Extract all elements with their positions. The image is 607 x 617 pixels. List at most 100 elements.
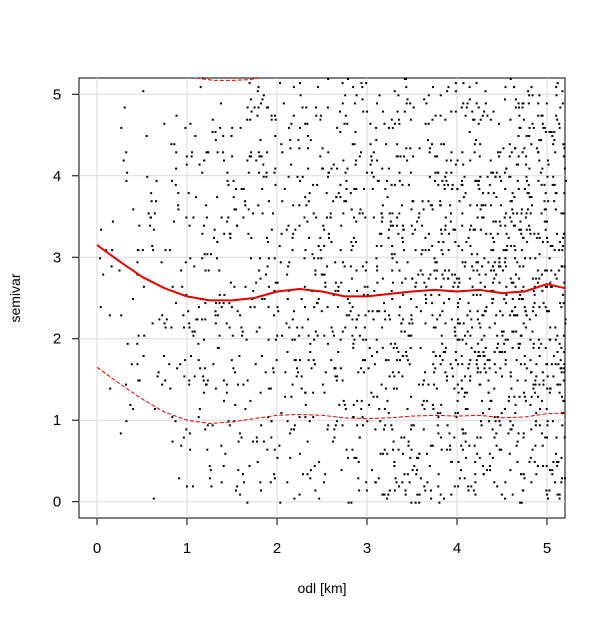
scatter-point: [289, 432, 292, 435]
scatter-point: [484, 204, 487, 207]
scatter-point: [351, 306, 354, 309]
scatter-point: [504, 338, 507, 341]
scatter-point: [183, 326, 185, 329]
scatter-point: [509, 118, 512, 121]
scatter-point: [508, 143, 511, 146]
scatter-point: [529, 403, 532, 406]
scatter-point: [445, 171, 448, 174]
scatter-point: [218, 334, 221, 337]
scatter-point: [262, 163, 265, 166]
scatter-point: [317, 245, 320, 247]
scatter-point: [247, 208, 250, 211]
scatter-point: [493, 322, 496, 325]
scatter-point: [544, 131, 547, 133]
scatter-point: [236, 485, 239, 488]
scatter-point: [376, 102, 378, 105]
scatter-point: [534, 379, 537, 382]
scatter-point: [491, 456, 494, 459]
scatter-point: [530, 86, 533, 89]
scatter-point: [386, 452, 389, 455]
scatter-point: [383, 408, 386, 410]
scatter-point: [516, 179, 519, 182]
scatter-point: [514, 306, 517, 309]
scatter-point: [547, 163, 550, 166]
scatter-point: [381, 346, 384, 349]
scatter-point: [424, 249, 427, 252]
scatter-point: [528, 228, 531, 231]
scatter-point: [561, 424, 564, 427]
scatter-point: [276, 334, 279, 337]
scatter-point: [300, 375, 303, 378]
scatter-point: [557, 383, 560, 386]
scatter-point: [398, 314, 401, 317]
scatter-point: [312, 212, 315, 215]
scatter-point: [483, 285, 486, 288]
y-tick-label: 4: [53, 168, 61, 185]
scatter-point: [541, 289, 544, 292]
scatter-point: [425, 298, 428, 300]
scatter-point: [405, 86, 408, 89]
scatter-point: [524, 257, 527, 260]
scatter-point: [350, 277, 353, 280]
scatter-point: [313, 338, 316, 341]
scatter-point: [431, 208, 434, 211]
scatter-point: [543, 126, 546, 129]
scatter-point: [543, 183, 546, 186]
scatter-point: [385, 143, 388, 146]
scatter-point: [309, 477, 312, 480]
scatter-point: [376, 269, 379, 272]
scatter-point: [244, 200, 247, 203]
scatter-point: [479, 436, 482, 439]
scatter-point: [464, 334, 466, 337]
scatter-point: [498, 175, 501, 178]
scatter-point: [563, 281, 566, 284]
scatter-point: [327, 424, 330, 427]
scatter-point: [252, 212, 255, 215]
scatter-point: [136, 363, 139, 366]
scatter-point: [188, 322, 191, 325]
scatter-point: [279, 82, 281, 85]
scatter-point: [482, 351, 485, 353]
scatter-point: [155, 200, 158, 203]
scatter-point: [518, 126, 521, 129]
scatter-point: [321, 147, 324, 150]
scatter-point: [522, 432, 525, 435]
scatter-point: [239, 314, 242, 317]
x-tick-label: 0: [93, 540, 101, 557]
scatter-point: [495, 432, 498, 435]
scatter-point: [265, 175, 268, 178]
scatter-point: [482, 314, 485, 317]
scatter-point: [358, 212, 361, 215]
scatter-point: [366, 171, 369, 174]
scatter-point: [529, 212, 532, 215]
scatter-point: [132, 208, 135, 211]
scatter-point: [509, 420, 512, 423]
scatter-point: [393, 461, 396, 463]
scatter-point: [191, 485, 194, 488]
smooth-band-line: [195, 77, 260, 81]
scatter-point: [316, 334, 319, 337]
scatter-point: [503, 171, 506, 174]
scatter-point: [222, 465, 225, 467]
scatter-point: [244, 285, 247, 288]
scatter-point: [477, 183, 480, 186]
scatter-point: [396, 155, 399, 158]
scatter-point: [387, 236, 390, 239]
y-tick-label: 5: [53, 86, 61, 103]
scatter-point: [483, 310, 486, 313]
scatter-point: [541, 167, 544, 170]
scatter-point: [223, 232, 226, 235]
scatter-point: [525, 155, 528, 158]
scatter-point: [555, 452, 557, 455]
scatter-point: [360, 399, 363, 402]
scatter-point: [347, 78, 349, 80]
scatter-point: [152, 497, 155, 500]
scatter-point: [442, 302, 445, 305]
scatter-point: [488, 183, 491, 186]
scatter-point: [387, 412, 390, 415]
scatter-point: [168, 249, 171, 252]
scatter-point: [457, 485, 460, 488]
scatter-point: [439, 493, 442, 496]
scatter-point: [381, 326, 384, 329]
scatter-point: [512, 212, 515, 215]
